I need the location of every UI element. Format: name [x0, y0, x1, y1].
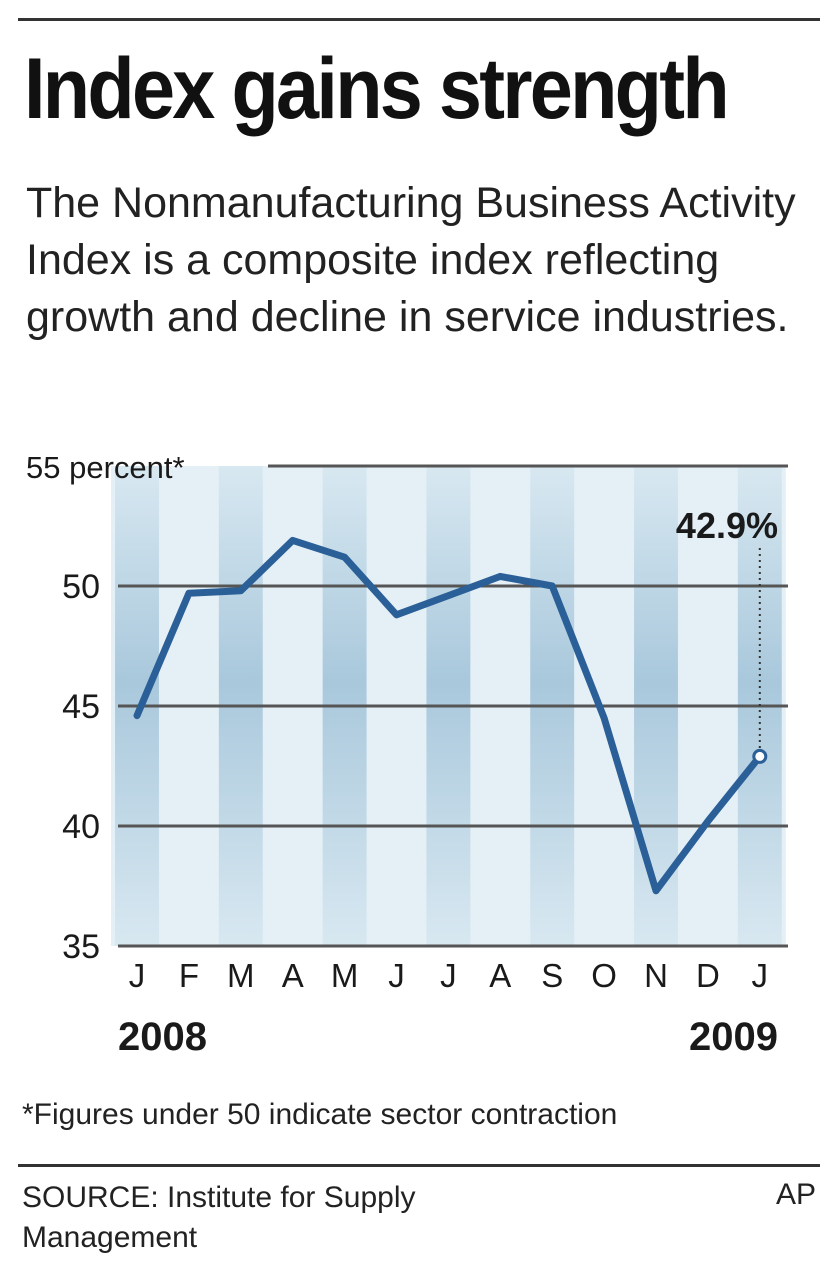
series-line [133, 536, 764, 895]
last-value-label: 42.9% [676, 505, 778, 546]
credit: AP [775, 1178, 816, 1211]
x-tick-label: A [489, 957, 511, 994]
footnote: *Figures under 50 indicate sector contra… [22, 1098, 618, 1131]
y-axis-unit-label: 55 percent* [26, 450, 185, 485]
y-tick-label: 40 [62, 808, 100, 846]
x-tick-label: J [440, 957, 457, 994]
last-point-marker [752, 748, 768, 764]
top-rule [18, 18, 820, 21]
headline: Index gains strength [24, 41, 730, 137]
x-tick-label: S [541, 957, 563, 994]
x-tick-label: J [752, 957, 769, 994]
x-tick-label: M [227, 957, 255, 994]
x-tick-label: A [282, 957, 304, 994]
y-tick-label: 35 [62, 928, 100, 966]
x-tick-label: J [388, 957, 405, 994]
x-tick-label: D [696, 957, 720, 994]
year-label-end: 2009 [689, 1015, 778, 1059]
x-tick-label: O [591, 957, 617, 994]
y-tick-label: 50 [62, 568, 100, 606]
x-tick-label: J [129, 957, 146, 994]
source-note: SOURCE: Institute for Supply Management [22, 1181, 416, 1254]
x-tick-label: M [331, 957, 359, 994]
x-tick-label: N [644, 957, 668, 994]
bottom-rule [18, 1164, 820, 1167]
y-tick-label: 45 [62, 688, 100, 726]
description: The Nonmanufacturing Business Activity I… [26, 179, 796, 341]
year-label-start: 2008 [118, 1015, 207, 1059]
x-tick-label: F [179, 957, 199, 994]
